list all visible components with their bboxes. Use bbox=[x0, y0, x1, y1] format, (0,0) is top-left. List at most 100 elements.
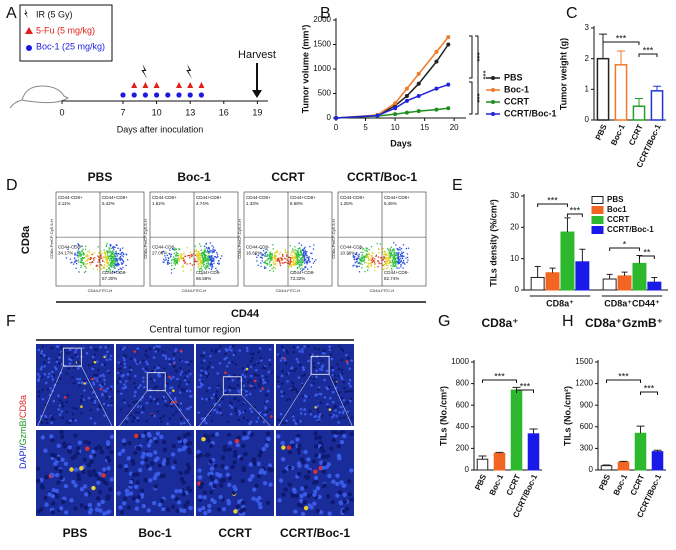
dot bbox=[216, 269, 218, 272]
dot bbox=[110, 254, 112, 256]
dot bbox=[164, 255, 166, 257]
error-bar bbox=[478, 455, 487, 460]
quadrant-name: CD44+CD8- bbox=[290, 270, 315, 275]
dot bbox=[265, 267, 267, 269]
dot bbox=[399, 249, 401, 251]
cell bbox=[322, 483, 328, 488]
cell bbox=[233, 509, 238, 514]
cell bbox=[51, 487, 56, 493]
dot bbox=[304, 258, 306, 260]
dot bbox=[204, 245, 206, 248]
dot bbox=[269, 255, 271, 257]
cell bbox=[72, 406, 75, 410]
zoom-line bbox=[328, 374, 355, 431]
dot bbox=[303, 251, 306, 253]
cell bbox=[227, 420, 230, 424]
dot bbox=[201, 273, 203, 275]
cell bbox=[166, 422, 169, 426]
dot bbox=[90, 257, 93, 259]
dot bbox=[370, 246, 373, 248]
dot bbox=[74, 260, 77, 262]
cell bbox=[98, 445, 103, 451]
cell bbox=[330, 357, 334, 361]
cell bbox=[265, 375, 269, 379]
quadrant-value: 27.06% bbox=[152, 250, 167, 255]
cell bbox=[331, 437, 337, 443]
panel-letter: A bbox=[6, 5, 17, 22]
dot bbox=[97, 255, 99, 257]
cell bbox=[37, 348, 41, 352]
cell bbox=[133, 381, 136, 385]
cell bbox=[234, 407, 238, 410]
dot bbox=[392, 264, 394, 266]
cell bbox=[319, 445, 325, 451]
cell bbox=[264, 443, 269, 448]
cell bbox=[345, 506, 350, 512]
cell bbox=[149, 377, 153, 381]
x-tick-label: 0 bbox=[334, 123, 339, 132]
cell bbox=[340, 372, 344, 376]
cell bbox=[82, 484, 88, 489]
dot bbox=[362, 259, 364, 262]
dot bbox=[199, 267, 202, 270]
dot bbox=[174, 249, 176, 251]
cell bbox=[325, 494, 331, 499]
cell bbox=[133, 358, 136, 361]
cell bbox=[261, 374, 264, 378]
cell bbox=[153, 366, 157, 370]
cell bbox=[171, 443, 177, 449]
cell bbox=[291, 415, 295, 418]
cell bbox=[299, 412, 303, 415]
cell bbox=[99, 345, 102, 349]
cell bbox=[295, 390, 299, 394]
dot bbox=[114, 246, 116, 249]
cell bbox=[145, 452, 151, 457]
cell bbox=[299, 419, 302, 423]
cell bbox=[75, 446, 81, 451]
cell bbox=[316, 404, 319, 408]
dot bbox=[85, 266, 88, 269]
cell bbox=[155, 345, 159, 348]
cell bbox=[313, 469, 318, 474]
quadrant-name: CD44-CD8- bbox=[152, 244, 176, 249]
dot bbox=[200, 245, 202, 247]
cell bbox=[209, 497, 215, 503]
dot bbox=[171, 248, 174, 250]
dot bbox=[387, 259, 389, 262]
d-y-label: CD8a bbox=[20, 225, 32, 254]
cell bbox=[314, 453, 319, 458]
dot bbox=[173, 260, 176, 262]
dot bbox=[107, 259, 109, 262]
dot bbox=[213, 260, 215, 262]
cell bbox=[339, 480, 344, 485]
dot bbox=[210, 268, 213, 271]
dot bbox=[209, 255, 211, 258]
cell bbox=[261, 378, 265, 381]
cell bbox=[173, 364, 177, 368]
cell bbox=[128, 376, 132, 380]
dot bbox=[98, 259, 100, 261]
cell bbox=[120, 448, 126, 453]
dot bbox=[298, 253, 300, 255]
zoom-box bbox=[222, 376, 242, 396]
cell bbox=[57, 408, 60, 411]
cell bbox=[301, 366, 305, 370]
series-marker bbox=[446, 35, 451, 40]
dot bbox=[275, 263, 277, 266]
cell bbox=[177, 447, 182, 453]
cell bbox=[242, 384, 246, 387]
cell bbox=[281, 492, 286, 497]
dot bbox=[112, 255, 114, 258]
error-bar bbox=[495, 451, 504, 454]
dot bbox=[276, 251, 278, 253]
cell bbox=[58, 361, 61, 365]
cell bbox=[89, 346, 93, 349]
dot bbox=[296, 257, 298, 260]
cell bbox=[88, 454, 94, 459]
group-label: PBS bbox=[63, 526, 88, 540]
cell bbox=[215, 471, 220, 477]
dot bbox=[196, 252, 198, 255]
dot bbox=[115, 252, 118, 254]
dot bbox=[104, 251, 106, 253]
y-tick-label: 2 bbox=[585, 54, 590, 63]
